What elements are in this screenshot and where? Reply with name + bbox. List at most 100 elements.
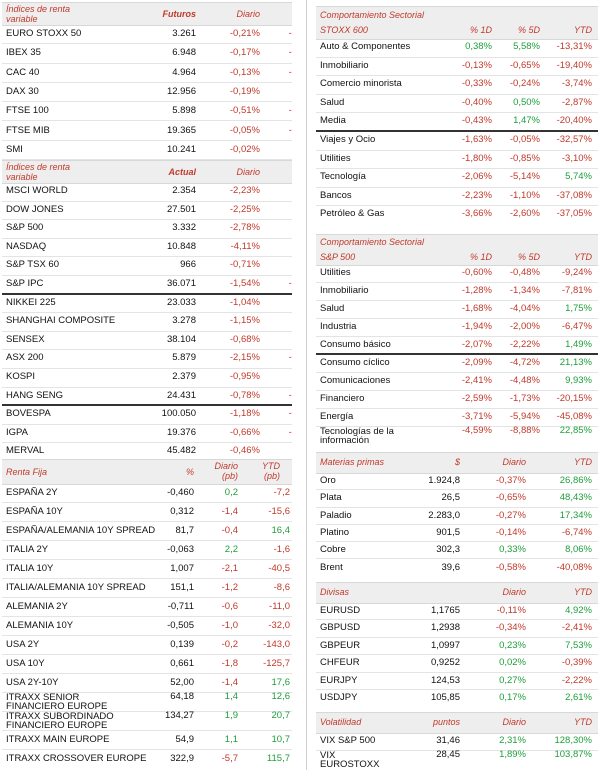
col-ytd: YTD xyxy=(574,25,592,35)
row-ytd: 20,7 xyxy=(271,710,291,721)
row-value: -0,505 xyxy=(167,620,194,631)
row-ytd: -7,63% xyxy=(262,331,292,350)
divisas-panel-row: USDJPY 105,85 0,17% 2,61% xyxy=(316,689,598,704)
row-name: Tecnologías de la información xyxy=(320,426,394,444)
row-ytd: -143,0 xyxy=(263,639,290,650)
row-value: 4.964 xyxy=(172,66,196,78)
renta-fija-panel-row: ITALIA 10Y 1,007 -2,1 -40,5 xyxy=(2,559,292,579)
row-name: Comunicaciones xyxy=(320,375,391,386)
row-ytd: -15,6 xyxy=(268,506,290,517)
row-daily: -2,23% xyxy=(229,185,260,196)
row-ytd: -0,17% xyxy=(262,182,292,201)
col-futuros: Futuros xyxy=(162,9,197,19)
sp500-sector-panel-header: Comportamiento Sectorial S&P 500 % 1D % 5D Y… xyxy=(316,234,598,266)
row-5d: -4,04% xyxy=(509,303,540,314)
row-daily: 0,2 xyxy=(224,487,238,498)
section-label: Índices de renta variable xyxy=(6,162,71,182)
row-ytd: -32,57% xyxy=(556,134,592,145)
renta-fija-panel-row: ITALIA/ALEMANIA 10Y SPREAD 151,1 -1,2 -8,6 xyxy=(2,578,292,598)
row-value: -0,063 xyxy=(167,544,194,555)
row-ytd: -17,16% xyxy=(288,278,292,289)
row-name: EURJPY xyxy=(320,674,358,686)
stoxx600-panel-row: Comercio minorista -0,33% -0,24% -3,74% xyxy=(316,75,598,95)
row-name: ALEMANIA 2Y xyxy=(6,601,68,612)
renta-fija-panel-row: ALEMANIA 10Y -0,505 -1,0 -32,0 xyxy=(2,616,292,636)
row-ytd: -13,31% xyxy=(556,41,592,52)
actual-panel-row: BOVESPA 100.050 -1,18% -13,49% xyxy=(2,405,292,425)
materias-primas-panel-row: Platino 901,5 -0,14% -6,74% xyxy=(316,524,598,543)
row-1d: -1,68% xyxy=(461,303,492,314)
row-5d: -1,10% xyxy=(509,189,540,201)
row-value: 151,1 xyxy=(170,582,194,593)
row-name: Bancos xyxy=(320,189,352,201)
volatilidad-panel-row: VIX S&P 500 31,46 2,31% 128,30% xyxy=(316,732,598,751)
sp500-sector-panel-row: Industria -1,94% -2,00% -6,47% xyxy=(316,318,598,337)
actual-panel-row: SENSEX 38.104 -0,68%-7,63% xyxy=(2,331,292,351)
sp500-sector-panel-row: Tecnologías de la información -4,59% -8,88… xyxy=(316,426,598,444)
row-daily: -0,11% xyxy=(496,605,526,616)
row-ytd: 7,48% xyxy=(262,312,292,331)
row-ytd: 26,86% xyxy=(559,475,592,486)
row-ytd: -19,76% xyxy=(288,105,292,117)
row-name: Industria xyxy=(320,321,357,332)
sp500-sector-panel-row: Comunicaciones -2,41% -4,48% 9,93% xyxy=(316,372,598,391)
row-daily: -0,51% xyxy=(229,105,260,117)
row-5d: -0,48% xyxy=(509,267,540,278)
row-price: 105,85 xyxy=(430,692,460,703)
volatilidad-panel-header: Volatilidad puntos Diario YTD xyxy=(316,712,598,734)
row-price: 28,45 xyxy=(436,749,460,760)
row-name: GBPEUR xyxy=(320,639,361,651)
actual-panel-row: ASX 200 5.879 -2,15% -12,05% xyxy=(2,349,292,369)
row-value: 0,139 xyxy=(170,639,194,650)
row-name: SENSEX xyxy=(6,333,45,345)
stoxx600-panel-row: Auto & Componentes 0,38% 5,58% -13,31% xyxy=(316,38,598,58)
row-ytd: 128,30% xyxy=(554,735,592,746)
group-separator xyxy=(2,292,292,295)
row-value: 2.354 xyxy=(172,185,196,196)
col-1d: % 1D xyxy=(469,25,492,35)
materias-primas-panel-row: Oro 1.924,8 -0,37% 26,86% xyxy=(316,472,598,491)
sp500-sector-panel-row: Energía -3,71% -5,94% -45,08% xyxy=(316,408,598,427)
section-title: Divisas xyxy=(320,587,350,597)
row-value: 5.879 xyxy=(172,352,196,364)
row-name: GBPUSD xyxy=(320,622,361,634)
row-1d: -4,59% xyxy=(461,425,492,436)
divisas-panel-row: GBPEUR 1,0997 0,23% 7,53% xyxy=(316,637,598,656)
row-price: 901,5 xyxy=(436,526,460,538)
renta-fija-panel-row: ESPAÑA/ALEMANIA 10Y SPREAD 81,7 -0,4 16,4 xyxy=(2,521,292,541)
row-ytd: -13,49% xyxy=(288,408,292,420)
row-price: 124,53 xyxy=(430,674,460,686)
renta-fija-panel-row: ESPAÑA 10Y 0,312 -1,4 -15,6 xyxy=(2,502,292,522)
row-name: Petróleo & Gas xyxy=(320,208,385,220)
row-name: Paladio xyxy=(320,509,352,521)
row-value: 3.278 xyxy=(172,315,196,327)
row-name: IGPA xyxy=(6,426,28,438)
row-price: 1,1765 xyxy=(430,605,460,616)
stoxx600-panel-row: Petróleo & Gas -3,66% -2,60% -37,05% xyxy=(316,205,598,220)
col-puntos: puntos xyxy=(432,717,460,727)
row-5d: -1,73% xyxy=(509,393,540,404)
row-daily: -0,68% xyxy=(229,333,260,345)
row-value: -0,711 xyxy=(167,601,194,612)
row-name: VIX EUROSTOXX 50 xyxy=(320,750,380,768)
row-name: Utilities xyxy=(320,152,351,164)
renta-fija-panel-row: ALEMANIA 2Y -0,711 -0,6 -11,0 xyxy=(2,597,292,617)
row-daily: 0,33% xyxy=(499,544,526,556)
row-name: USA 2Y-10Y xyxy=(6,677,59,688)
divisas-panel-header: Divisas Diario YTD xyxy=(316,582,598,604)
row-value: 322,9 xyxy=(170,753,194,764)
row-name: Auto & Componentes xyxy=(320,41,411,52)
col-ytd: YTD xyxy=(574,587,592,597)
futuros-panel-row: CAC 40 4.964 -0,13% -16,80% xyxy=(2,63,292,83)
row-value: 0,661 xyxy=(170,658,194,669)
row-value: 1,007 xyxy=(170,563,194,574)
row-1d: -0,13% xyxy=(461,59,492,71)
row-ytd: 7,53% xyxy=(565,639,592,651)
row-price: 1,2938 xyxy=(430,622,460,634)
volatilidad-panel-row: VIX EUROSTOXX 50 28,45 1,89% 103,87% xyxy=(316,750,598,768)
row-ytd: -17,17% xyxy=(288,426,292,438)
materias-primas-panel-row: Plata 26,5 -0,65% 48,43% xyxy=(316,489,598,508)
row-daily: 1,9 xyxy=(224,710,238,721)
renta-fija-panel-row: USA 10Y 0,661 -1,8 -125,7 xyxy=(2,654,292,674)
